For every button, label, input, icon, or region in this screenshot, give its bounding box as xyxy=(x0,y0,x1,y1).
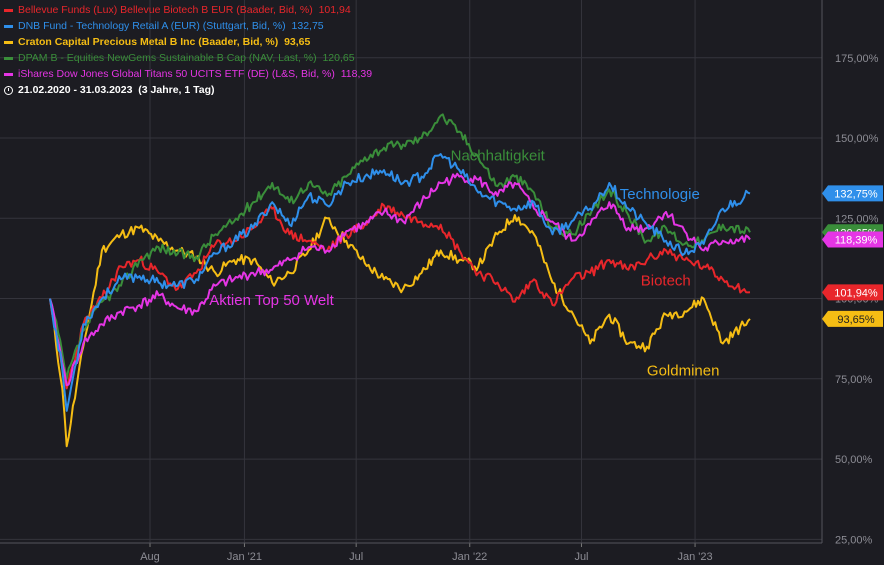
series-line-biotech[interactable] xyxy=(49,202,751,390)
annotation-gold: Goldminen xyxy=(647,363,720,380)
series-line-world[interactable] xyxy=(49,172,751,387)
legend-label: DPAM B - Equities NewGems Sustainable B … xyxy=(18,52,317,64)
legend-value: 120,65 xyxy=(322,52,355,64)
x-tick-label: Jan '23 xyxy=(677,551,712,563)
x-tick-label: Jan '22 xyxy=(452,551,487,563)
price-tag-label-gold: 93,65% xyxy=(837,314,875,326)
x-tick-label: Jan '21 xyxy=(227,551,262,563)
price-tag-gold xyxy=(822,310,883,327)
legend-swatch xyxy=(4,24,13,28)
legend-item-biotech[interactable]: Bellevue Funds (Lux) Bellevue Biotech B … xyxy=(4,2,372,18)
legend-item-gold[interactable]: Craton Capital Precious Metal B Inc (Baa… xyxy=(4,34,372,50)
legend-item-sustainable[interactable]: DPAM B - Equities NewGems Sustainable B … xyxy=(4,50,372,66)
legend-label: Craton Capital Precious Metal B Inc (Baa… xyxy=(18,36,279,48)
period-row[interactable]: 21.02.2020 - 31.03.2023 (3 Jahre, 1 Tag) xyxy=(4,82,372,98)
legend-label: Bellevue Funds (Lux) Bellevue Biotech B … xyxy=(18,4,313,16)
annotation-technology: Technologie xyxy=(620,186,700,203)
legend-label: DNB Fund - Technology Retail A (EUR) (St… xyxy=(18,20,286,32)
x-tick-label: Jul xyxy=(574,551,588,563)
y-tick-label: 25,00% xyxy=(835,534,873,546)
series-line-technology[interactable] xyxy=(49,153,751,412)
legend-swatch xyxy=(4,40,13,44)
price-tag-biotech xyxy=(822,284,883,301)
price-tag-technology xyxy=(822,185,883,202)
period-range: 21.02.2020 - 31.03.2023 xyxy=(18,84,133,96)
annotation-sustainable: Nachhaltigkeit xyxy=(451,148,546,165)
legend-item-world[interactable]: iShares Dow Jones Global Titans 50 UCITS… xyxy=(4,66,372,82)
price-tag-label-world: 118,39% xyxy=(835,235,878,247)
price-tag-world xyxy=(822,231,883,248)
legend-item-technology[interactable]: DNB Fund - Technology Retail A (EUR) (St… xyxy=(4,18,372,34)
legend-swatch xyxy=(4,72,13,76)
y-tick-label: 75,00% xyxy=(835,374,873,386)
legend-value: 132,75 xyxy=(291,20,324,32)
clock-icon xyxy=(4,85,13,95)
legend-value: 101,94 xyxy=(318,4,351,16)
y-tick-label: 175,00% xyxy=(835,53,879,65)
x-tick-label: Aug xyxy=(140,551,160,563)
price-tag-label-technology: 132,75% xyxy=(834,188,878,200)
legend-value: 118,39 xyxy=(340,68,373,80)
x-tick-label: Jul xyxy=(349,551,363,563)
annotation-world: Aktien Top 50 Welt xyxy=(209,292,334,309)
legend: Bellevue Funds (Lux) Bellevue Biotech B … xyxy=(4,2,372,98)
legend-label: iShares Dow Jones Global Titans 50 UCITS… xyxy=(18,68,335,80)
y-tick-label: 50,00% xyxy=(835,454,873,466)
series-line-sustainable[interactable] xyxy=(49,113,751,380)
y-tick-label: 125,00% xyxy=(835,213,879,225)
legend-swatch xyxy=(4,56,13,60)
legend-value: 93,65 xyxy=(284,36,311,48)
annotation-biotech: Biotech xyxy=(641,273,691,290)
y-tick-label: 150,00% xyxy=(835,133,879,145)
price-tag-label-biotech: 101,94% xyxy=(834,287,878,299)
legend-swatch xyxy=(4,8,13,12)
period-detail: (3 Jahre, 1 Tag) xyxy=(138,84,215,96)
